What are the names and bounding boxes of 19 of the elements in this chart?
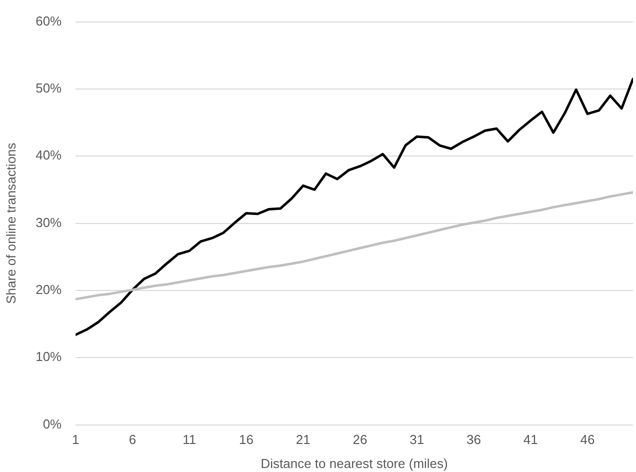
x-tick-label: 46 — [580, 432, 595, 448]
x-tick-label: 6 — [128, 432, 136, 448]
y-tick-label: 40% — [36, 148, 62, 163]
y-tick-label: 0% — [42, 416, 62, 432]
y-tick-label: 30% — [36, 214, 62, 230]
x-tick-label: 41 — [523, 432, 538, 448]
y-axis-title: Share of online transactions — [3, 142, 18, 304]
x-tick-label: 11 — [182, 432, 196, 448]
x-tick-label: 36 — [466, 432, 481, 448]
y-tick-label: 20% — [36, 282, 62, 298]
y-tick-label: 60% — [36, 13, 62, 28]
y-tick-label: 10% — [36, 349, 62, 364]
x-tick-label: 16 — [239, 432, 254, 448]
x-tick-label: 26 — [352, 432, 368, 448]
x-tick-label: 21 — [296, 432, 310, 448]
y-tick-label: 50% — [36, 80, 62, 96]
x-tick-label: 31 — [410, 432, 424, 448]
x-tick-label: 1 — [72, 432, 80, 448]
x-axis-title: Distance to nearest store (miles) — [260, 456, 448, 471]
